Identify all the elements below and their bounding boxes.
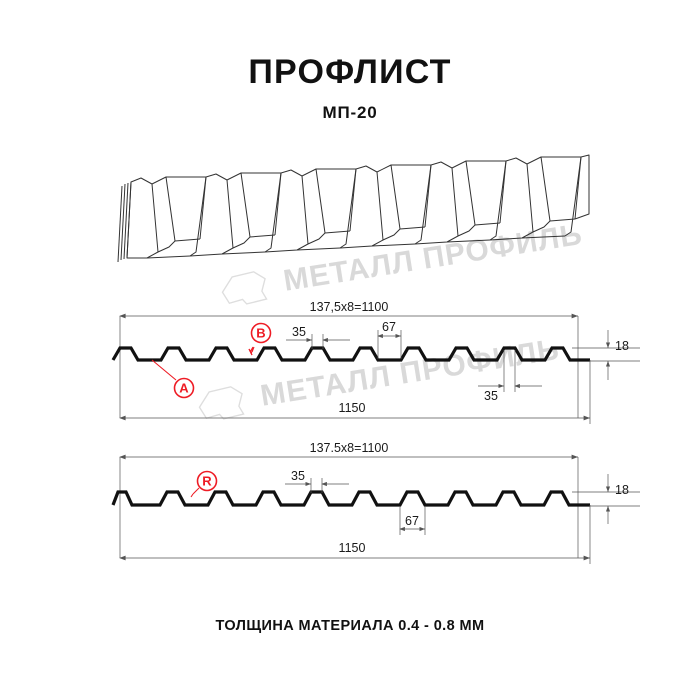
dimension-rib-top-upper [286, 334, 350, 349]
callout-a: A [151, 359, 195, 399]
profile-outline-top [111, 346, 590, 362]
dimension-rib-top-lower [478, 350, 542, 392]
callout-b-circle [250, 322, 272, 344]
dimension-label-valley-bottom: 67 [405, 514, 419, 528]
page-subtitle: МП-20 [322, 103, 378, 122]
dimension-rib-top-bottom [285, 478, 349, 493]
dimension-label-height-top: 18 [615, 339, 629, 353]
dimension-label-overall-width: 1150 [339, 401, 366, 415]
callout-a-label: A [179, 381, 189, 396]
callout-r-circle [196, 470, 218, 492]
isometric-view [117, 154, 590, 263]
dimension-label-rib-top-lower: 35 [484, 389, 498, 403]
dimension-label-overall-width: 1150 [339, 541, 366, 555]
title-block: ПРОФЛИСТ МП-20 [0, 55, 700, 123]
material-thickness-note: ТОЛЩИНА МАТЕРИАЛА 0.4 - 0.8 ММ [215, 618, 485, 634]
callout-r: R [190, 470, 218, 498]
dimension-label-valley-top: 67 [382, 320, 396, 334]
dimension-label-rib-top-bottom: 35 [291, 469, 305, 483]
callout-r-label: R [202, 474, 212, 489]
dimension-working-width-bottom: 137.5x8=1100 [119, 441, 578, 460]
dimension-valley-top [377, 330, 402, 359]
dimension-overall-width-bottom: 1150 [119, 505, 591, 564]
dimension-label-rib-top-upper: 35 [292, 325, 306, 339]
dimension-height-top [572, 330, 640, 380]
dimension-height-bottom [572, 474, 640, 524]
cross-section-bottom: 137.5x8=1100 35 67 [111, 441, 640, 564]
dimension-working-width-top: 137,5x8=1100 [119, 300, 578, 319]
dimension-valley-bottom [399, 506, 426, 535]
callout-b: B [248, 322, 272, 356]
dimension-label-working-width: 137,5x8=1100 [310, 300, 389, 314]
callout-a-circle [173, 377, 195, 399]
callout-b-label: B [256, 326, 265, 341]
dimension-overall-width-top: 1150 [119, 360, 591, 424]
dimension-label-height-bottom: 18 [615, 483, 629, 497]
dimension-label-working-width: 137.5x8=1100 [310, 441, 389, 455]
page-title: ПРОФЛИСТ [248, 53, 452, 91]
profile-outline-bottom [111, 490, 590, 507]
cross-section-top: 137,5x8=1100 35 67 [111, 300, 640, 424]
